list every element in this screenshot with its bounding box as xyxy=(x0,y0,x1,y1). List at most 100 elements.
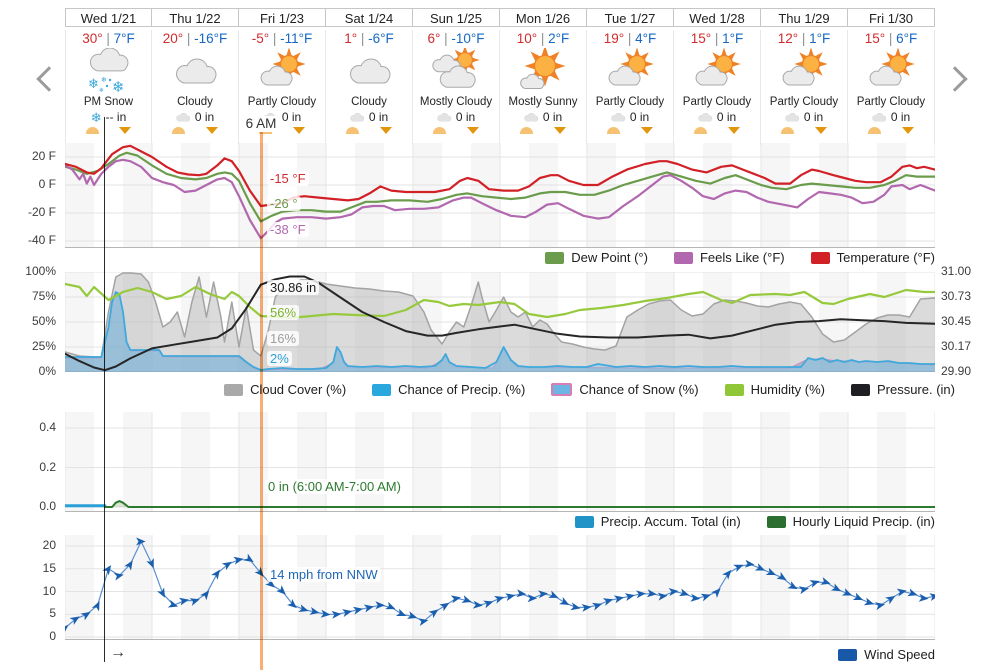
y-axis-tick: 15 xyxy=(42,560,56,575)
day-cell-wed-1-21[interactable]: Wed 1/21 30° | 7°F ❄ ❄ ❄ ❄ PM Snow ❄ -- in xyxy=(65,8,152,145)
legend-item[interactable]: Chance of Snow (%) xyxy=(551,382,699,397)
day-condition: Partly Cloudy xyxy=(682,96,752,108)
legend-swatch-icon xyxy=(724,383,744,396)
sunset-icon xyxy=(293,127,305,134)
day-precip: 0 in xyxy=(587,109,673,125)
mostly-sunny-icon xyxy=(500,45,586,95)
day-precip: 0 in xyxy=(326,109,412,125)
y-axis-tick: 75% xyxy=(31,289,56,303)
day-precip: 0 in xyxy=(500,109,586,125)
day-condition: Partly Cloudy xyxy=(247,96,317,108)
pan-right-icon[interactable]: → xyxy=(110,644,126,661)
sunset-icon xyxy=(554,127,566,134)
y-axis-tick: 0.4 xyxy=(39,420,56,434)
legend-label: Wind Speed xyxy=(864,647,935,662)
y-axis-right-tick: 31.00 xyxy=(941,264,972,278)
legend-label: Chance of Snow (%) xyxy=(579,382,699,397)
y-axis-right-tick: 29.90 xyxy=(941,364,972,378)
cursor-annotation: 16% xyxy=(267,331,300,346)
sunset-icon xyxy=(728,127,740,134)
day-cell-mon-1-26[interactable]: Mon 1/26 10° | 2°F Mostly Sunny 0 in xyxy=(500,8,587,145)
sunrise-icon xyxy=(346,127,359,134)
legend-swatch-icon xyxy=(850,383,870,396)
chevron-right-icon[interactable] xyxy=(942,66,968,92)
legend-swatch-icon xyxy=(372,383,392,396)
legend-item[interactable]: Pressure. (in) xyxy=(850,382,955,397)
temperature-chart[interactable] xyxy=(65,143,935,248)
partly-cloudy-icon xyxy=(587,47,673,95)
day-cell-sat-1-24[interactable]: Sat 1/24 1° | -6°F Cloudy 0 in xyxy=(326,8,413,145)
y-axis-tick: 25% xyxy=(31,339,56,353)
legend-swatch-icon xyxy=(545,251,565,264)
sunset-icon xyxy=(380,127,392,134)
rain-cloud-icon xyxy=(698,112,712,121)
day-precip: 0 in xyxy=(848,109,934,125)
legend-label: Hourly Liquid Precip. (in) xyxy=(792,514,935,529)
cursor-annotation: 56% xyxy=(267,305,300,320)
day-condition: Partly Cloudy xyxy=(595,96,665,108)
day-label: Sun 1/25 xyxy=(413,8,500,27)
svg-text:❄: ❄ xyxy=(112,78,125,94)
legend-label: Humidity (%) xyxy=(750,382,825,397)
y-axis-tick: 0 F xyxy=(38,177,56,191)
day-label: Tue 1/27 xyxy=(587,8,674,27)
legend-item[interactable]: Precip. Accum. Total (in) xyxy=(574,514,741,529)
y-axis-tick: 50% xyxy=(31,314,56,328)
rain-cloud-icon xyxy=(176,112,190,121)
day-condition: Partly Cloudy xyxy=(769,96,839,108)
day-label: Wed 1/28 xyxy=(674,8,761,27)
legend-item[interactable]: Feels Like (°F) xyxy=(673,250,785,265)
day-condition: Partly Cloudy xyxy=(856,96,926,108)
legend-item[interactable]: Temperature (°F) xyxy=(810,250,935,265)
sunrise-icon xyxy=(86,127,99,134)
y-axis-tick: -20 F xyxy=(27,205,56,219)
legend-item[interactable]: Cloud Cover (%) xyxy=(224,382,346,397)
y-axis-tick: -40 F xyxy=(27,233,56,247)
sunset-icon xyxy=(119,127,131,134)
mostly-cloudy-icon xyxy=(413,45,499,95)
y-axis-tick: 5 xyxy=(49,606,56,621)
partly-cloudy-icon xyxy=(848,47,934,95)
day-cell-fri-1-30[interactable]: Fri 1/30 15° | 6°F Partly Cloudy 0 in xyxy=(848,8,935,145)
legend-item[interactable]: Hourly Liquid Precip. (in) xyxy=(766,514,935,529)
y-axis-tick: 0.0 xyxy=(39,499,56,513)
day-precip: 0 in xyxy=(152,109,238,125)
legend: Dew Point (°) Feels Like (°F) Temperature … xyxy=(545,249,935,266)
sunset-icon xyxy=(641,127,653,134)
day-condition: Mostly Sunny xyxy=(508,96,578,108)
cursor-annotation: -38 °F xyxy=(267,222,309,237)
y-axis-tick: 0.2 xyxy=(39,459,56,474)
day-precip: 0 in xyxy=(413,109,499,125)
day-cell-sun-1-25[interactable]: Sun 1/25 6° | -10°F Mostly Cloudy 0 in xyxy=(413,8,500,145)
legend-item[interactable]: Wind Speed xyxy=(838,647,935,662)
legend-item[interactable]: Humidity (%) xyxy=(724,382,825,397)
day-temps: 1° | -6°F xyxy=(344,31,394,46)
y-axis-tick: 0 xyxy=(49,629,56,643)
legend-label: Cloud Cover (%) xyxy=(250,382,347,397)
precip-accumulation-chart[interactable] xyxy=(65,412,935,512)
svg-text:❄: ❄ xyxy=(99,87,104,94)
legend-label: Pressure. (in) xyxy=(876,382,955,397)
legend: Cloud Cover (%) Chance of Precip. (%) Chan… xyxy=(224,381,955,398)
cloud-precip-humidity-pressure-chart[interactable] xyxy=(65,272,935,372)
day-label: Fri 1/30 xyxy=(848,8,935,27)
sunset-icon xyxy=(467,127,479,134)
legend-item[interactable]: Chance of Precip. (%) xyxy=(372,382,525,397)
day-temps: 30° | 7°F xyxy=(82,31,135,46)
day-temps: 6° | -10°F xyxy=(427,31,485,46)
legend-item[interactable]: Dew Point (°) xyxy=(545,250,648,265)
day-cell-wed-1-28[interactable]: Wed 1/28 15° | 1°F Partly Cloudy 0 in xyxy=(674,8,761,145)
wind-speed-chart[interactable] xyxy=(65,535,935,640)
chevron-left-icon[interactable] xyxy=(36,66,62,92)
day-label: Wed 1/21 xyxy=(65,8,152,27)
day-cell-thu-1-29[interactable]: Thu 1/29 12° | 1°F Partly Cloudy 0 in xyxy=(761,8,848,145)
legend-label: Dew Point (°) xyxy=(571,250,648,265)
cursor-annotation: 30.86 in xyxy=(267,280,320,295)
hover-cursor-line xyxy=(260,116,263,670)
cloudy-icon xyxy=(326,48,412,95)
y-axis-tick: 20 xyxy=(42,538,56,552)
day-cell-thu-1-22[interactable]: Thu 1/22 20° | -16°F Cloudy 0 in xyxy=(152,8,239,145)
day-cell-tue-1-27[interactable]: Tue 1/27 19° | 4°F Partly Cloudy 0 in xyxy=(587,8,674,145)
sunrise-icon xyxy=(433,127,446,134)
